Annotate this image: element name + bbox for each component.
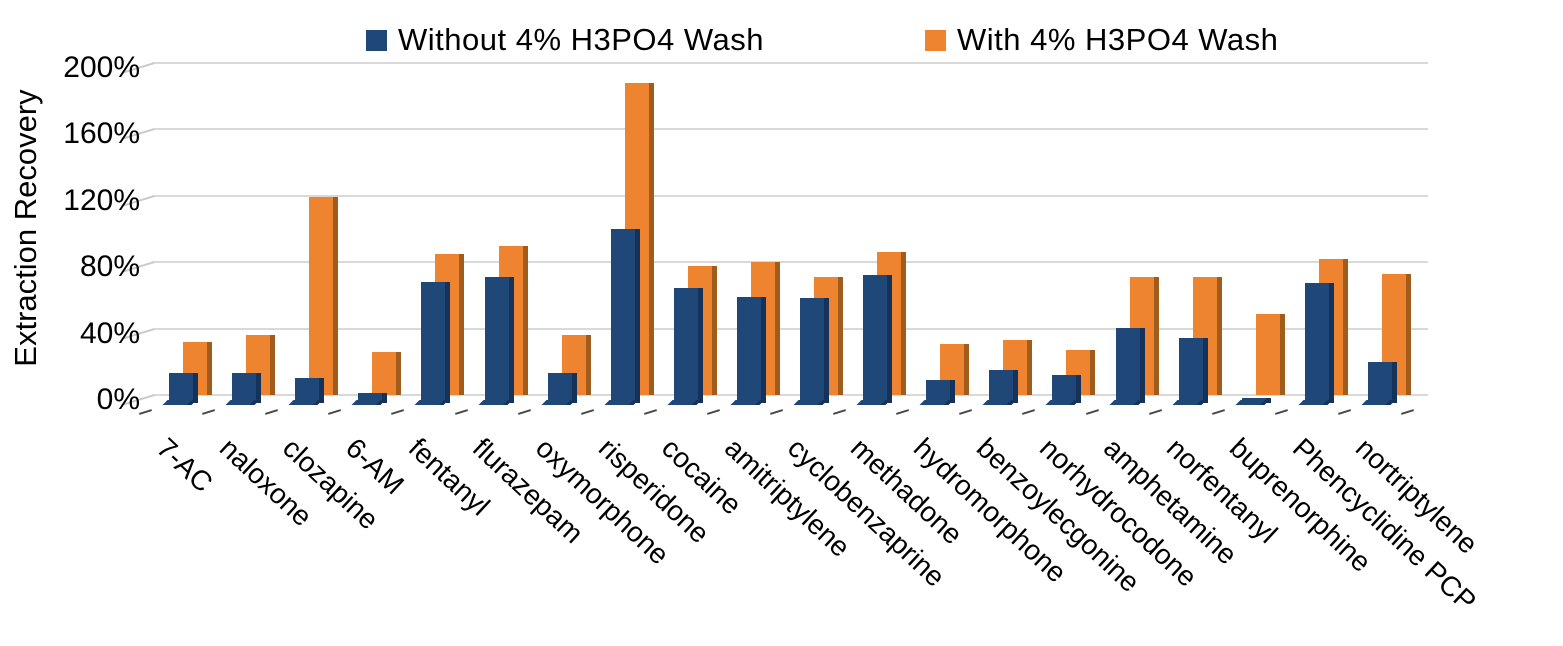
x-axis-tick-icon	[1148, 409, 1162, 415]
bar-without-wash-16	[1178, 338, 1208, 403]
x-axis-tick-icon	[391, 409, 405, 415]
bar-without-wash-10	[800, 298, 829, 403]
gridline-200	[153, 62, 1428, 64]
legend-swatch-without-wash-icon	[366, 29, 387, 51]
x-axis-tick-icon	[643, 409, 657, 415]
x-axis-tick-icon	[769, 409, 784, 415]
x-axis-tick-icon	[1400, 409, 1415, 415]
x-axis-tick-icon	[1274, 409, 1288, 415]
bar-without-wash-4	[421, 281, 451, 403]
bar-without-wash-11	[863, 275, 893, 403]
bar-without-wash-12	[926, 379, 956, 403]
x-axis-tick-icon	[959, 409, 973, 415]
x-axis-tick-icon	[896, 409, 910, 415]
x-axis-tick-icon	[265, 409, 279, 415]
legend-swatch-with-wash-icon	[925, 29, 946, 51]
x-axis-tick-icon	[1085, 409, 1099, 415]
legend-label-without-wash: Without 4% H3PO4 Wash	[398, 22, 764, 57]
x-axis-tick-icon	[454, 409, 468, 415]
x-axis-tick-icon	[202, 409, 216, 415]
x-axis-tick-icon	[833, 409, 847, 415]
bar-with-wash-2	[309, 197, 339, 395]
bar-without-wash-5	[484, 276, 514, 403]
y-tick-label-0: 0%	[96, 383, 140, 416]
x-axis-tick-icon	[328, 409, 342, 415]
bar-without-wash-17	[1241, 398, 1271, 403]
bar-without-wash-6	[547, 373, 577, 403]
gridline-0	[153, 394, 1428, 396]
y-tick-label-40: 40%	[79, 316, 140, 350]
bar-without-wash-0	[169, 373, 198, 403]
gridline-40	[153, 327, 1428, 330]
x-axis-tick-icon	[580, 409, 594, 415]
y-tick-label-120: 120%	[63, 183, 140, 217]
gridline-80	[153, 261, 1428, 264]
bar-without-wash-19	[1367, 361, 1397, 403]
y-tick-label-160: 160%	[63, 117, 140, 151]
bar-without-wash-14	[1052, 374, 1082, 403]
bar-without-wash-8	[673, 288, 703, 403]
bar-without-wash-3	[358, 393, 388, 403]
legend-label-with-wash: With 4% H3PO4 Wash	[957, 22, 1279, 57]
bar-without-wash-15	[1115, 328, 1145, 403]
y-tick-label-80: 80%	[79, 250, 140, 284]
bar-without-wash-7	[610, 228, 640, 403]
legend-item-with-wash: With 4% H3PO4 Wash	[925, 22, 1278, 58]
x-axis-tick-icon	[1211, 409, 1225, 415]
legend-item-without-wash: Without 4% H3PO4 Wash	[366, 22, 764, 58]
bar-without-wash-9	[736, 296, 766, 403]
bar-with-wash-17	[1255, 313, 1285, 395]
category-label-0: 7-AC	[150, 432, 219, 499]
x-axis-tick-icon	[138, 409, 153, 415]
x-axis-tick-icon	[1022, 409, 1036, 415]
bar-with-wash-3	[372, 351, 402, 395]
bar-without-wash-1	[232, 373, 262, 403]
x-axis-tick-icon	[517, 409, 531, 415]
y-tick-label-200: 200%	[63, 51, 140, 84]
bar-without-wash-2	[295, 378, 325, 403]
x-axis-tick-icon	[1337, 409, 1351, 415]
gridline-160	[153, 128, 1428, 131]
bar-without-wash-18	[1304, 283, 1334, 403]
gridline-120	[153, 194, 1428, 197]
x-axis-tick-icon	[706, 409, 720, 415]
bar-without-wash-13	[989, 369, 1019, 403]
